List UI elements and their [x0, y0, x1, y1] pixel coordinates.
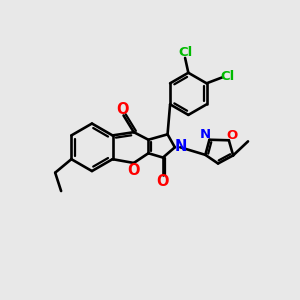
Text: Cl: Cl	[178, 46, 192, 59]
Text: N: N	[175, 139, 187, 154]
Text: O: O	[156, 174, 169, 189]
Text: O: O	[127, 163, 140, 178]
Text: Cl: Cl	[220, 70, 235, 83]
Text: O: O	[117, 102, 129, 117]
Text: N: N	[200, 128, 211, 141]
Text: O: O	[226, 129, 238, 142]
